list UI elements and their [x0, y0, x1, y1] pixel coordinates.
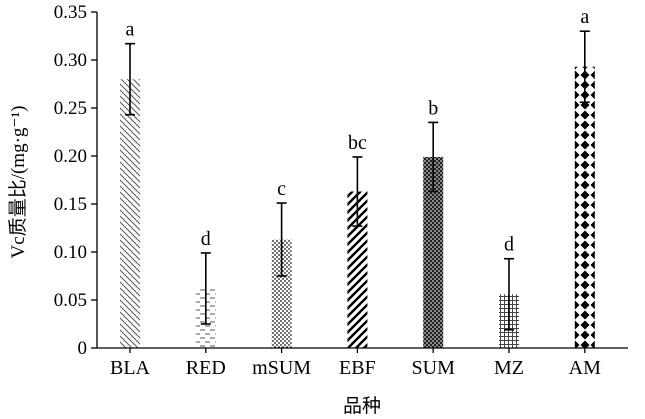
significance-label-red: d [201, 228, 211, 250]
y-axis-title: Vc质量比/(mg·g⁻¹) [7, 106, 29, 259]
bar-am [574, 66, 595, 348]
significance-label-bla: a [126, 19, 135, 41]
y-tick-label: 0.30 [54, 50, 87, 71]
x-labels-group: BLA RED mSUM EBF SUM MZ AM [110, 348, 601, 379]
x-tick-label-mz: MZ [494, 357, 524, 379]
x-axis-title: 品种 [343, 395, 381, 417]
error-bars-group [125, 30, 590, 331]
x-tick-label-ebf: EBF [339, 357, 376, 379]
y-tick-label: 0.25 [54, 98, 87, 119]
significance-label-msum: c [277, 178, 286, 200]
x-tick-label-msum: mSUM [252, 357, 311, 379]
x-tick-label-red: RED [186, 357, 226, 379]
bar-bla [120, 79, 140, 348]
y-tick-label: 0.15 [54, 194, 87, 215]
y-tick-label: 0.10 [54, 242, 87, 263]
bar-sum [423, 156, 444, 348]
y-tick-label: 0 [78, 338, 88, 359]
x-tick-label-bla: BLA [110, 357, 151, 379]
y-tick-label: 0.20 [54, 146, 87, 167]
bars-group [120, 66, 595, 348]
bar-ebf [347, 191, 368, 348]
significance-label-sum: b [428, 97, 438, 119]
significance-label-mz: d [504, 234, 514, 256]
x-tick-label-am: AM [569, 357, 601, 379]
significance-labels-group: a d c bc b d a [126, 6, 590, 256]
significance-label-ebf: bc [348, 132, 367, 154]
y-ticks-group: 0 0.05 0.10 0.15 0.20 0.25 0.30 0.35 [54, 2, 97, 359]
y-tick-label: 0.35 [54, 2, 87, 23]
significance-label-am: a [580, 6, 589, 28]
x-tick-label-sum: SUM [412, 357, 456, 379]
bar-msum [271, 239, 292, 348]
y-tick-label: 0.05 [54, 290, 87, 311]
